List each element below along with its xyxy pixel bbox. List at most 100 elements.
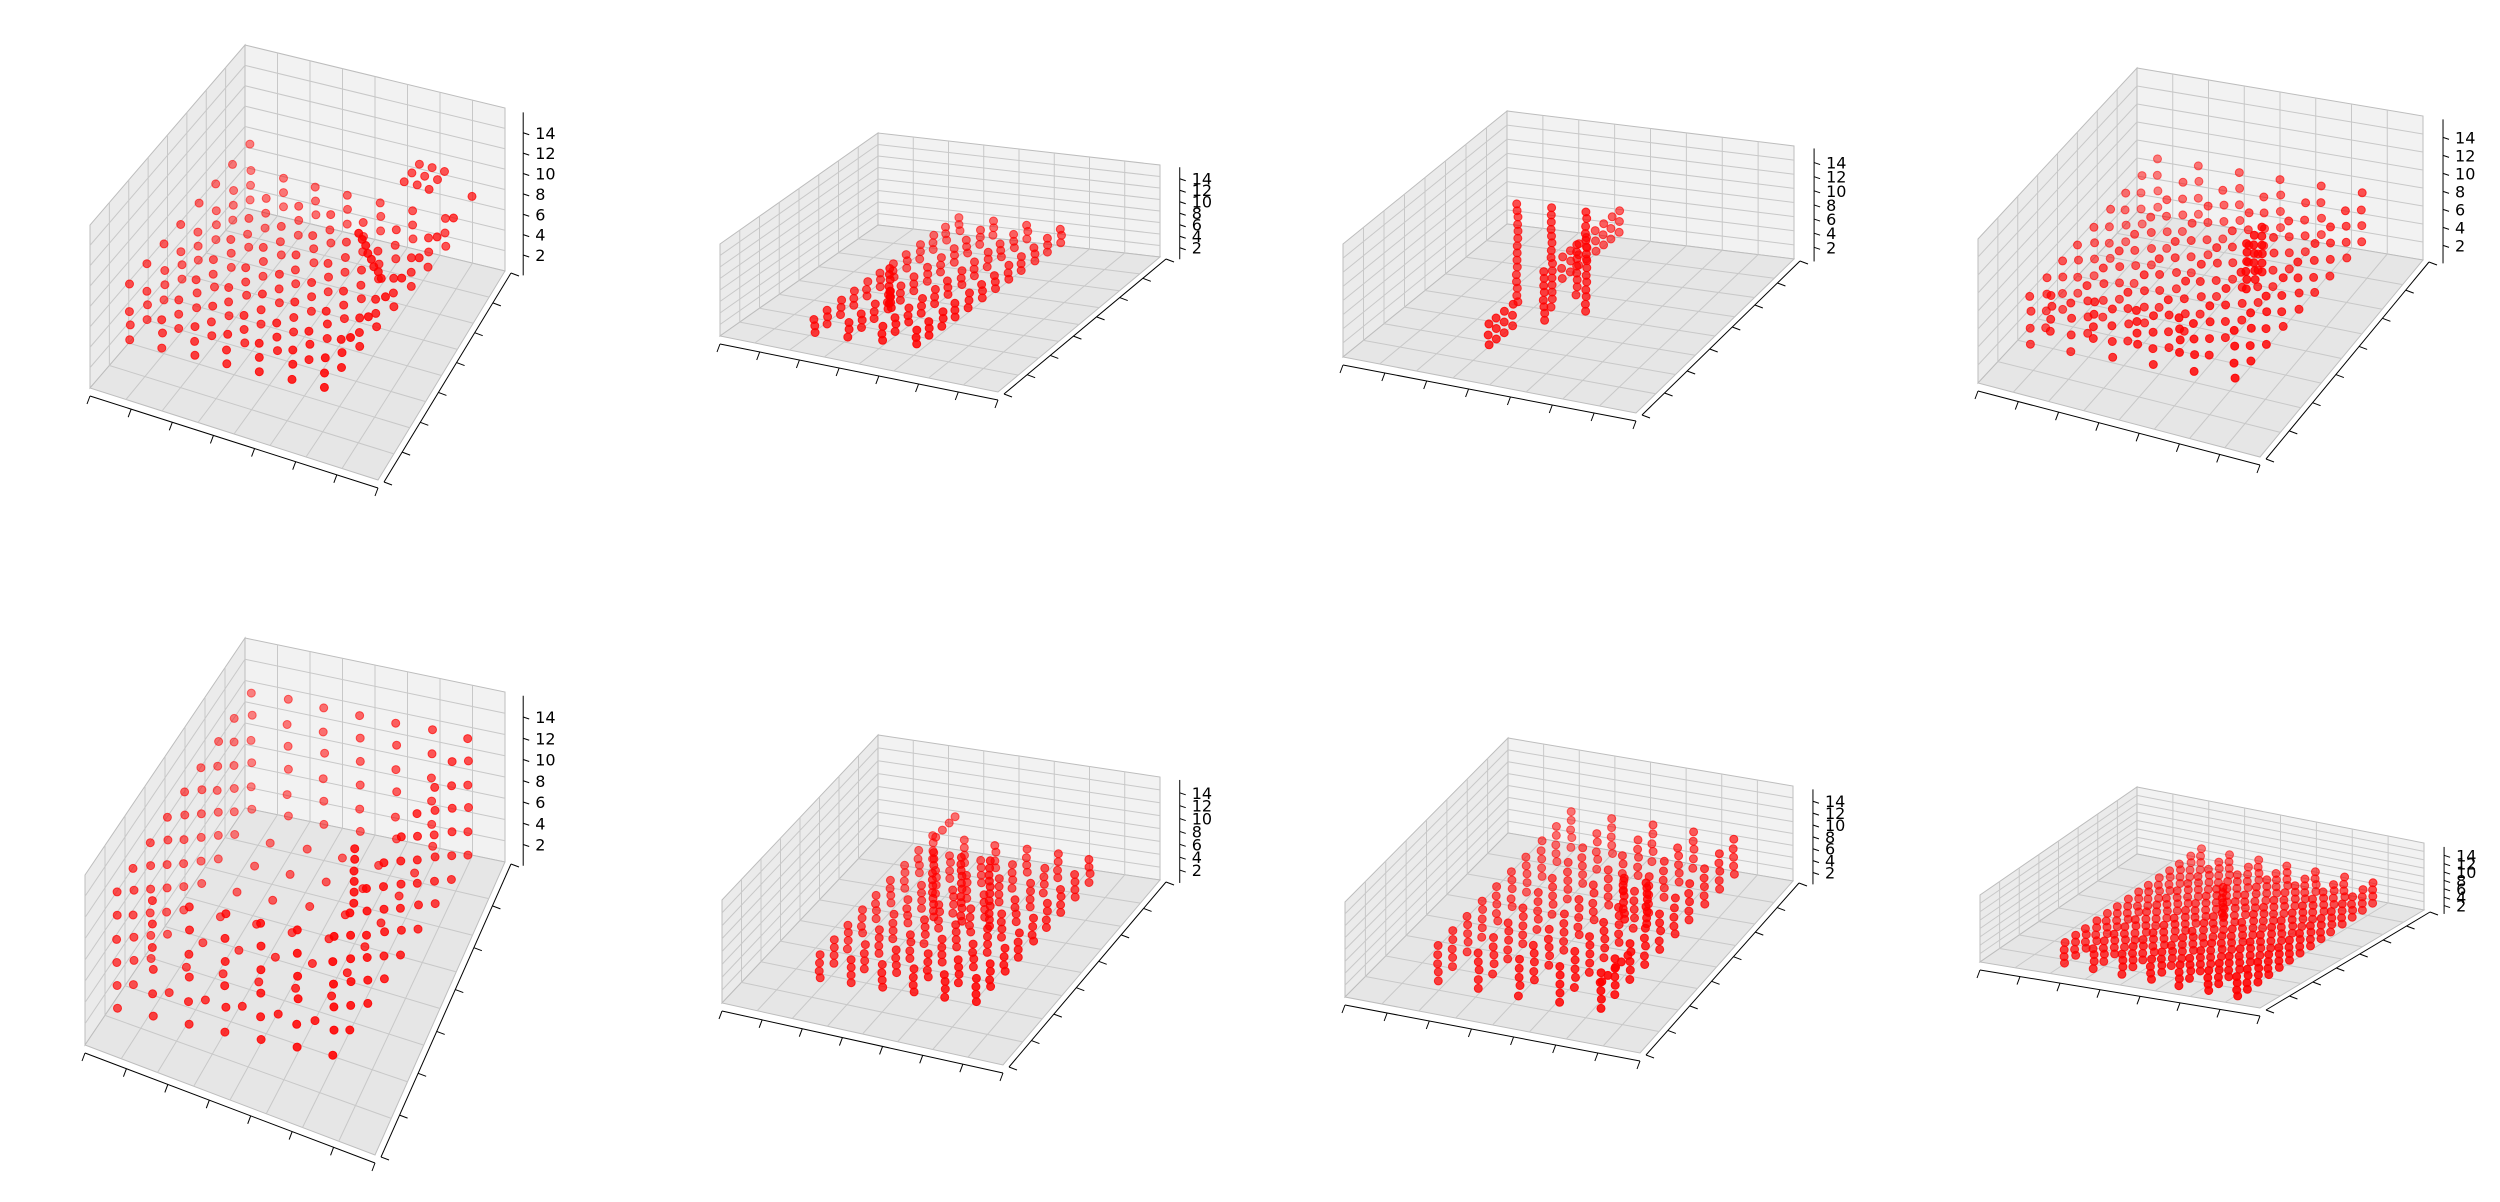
y-tick <box>1732 326 1741 331</box>
data-point <box>354 228 364 238</box>
data-point <box>159 239 169 249</box>
gridline <box>2136 103 2424 153</box>
z-tick-label: 10 <box>1826 182 1846 201</box>
data-point <box>142 315 152 325</box>
data-point <box>2178 177 2188 187</box>
data-point <box>2220 317 2230 326</box>
z-tick-label: 8 <box>1192 204 1202 223</box>
data-point <box>177 260 187 270</box>
data-point <box>247 758 257 768</box>
data-point <box>2284 264 2294 274</box>
data-point <box>354 328 364 337</box>
data-point <box>954 213 964 223</box>
data-point <box>2287 908 2297 918</box>
data-point <box>2284 216 2294 226</box>
data-point <box>2174 313 2184 323</box>
data-point <box>433 175 442 185</box>
data-point <box>191 275 201 285</box>
data-point <box>977 280 987 289</box>
data-point <box>325 225 335 235</box>
data-point <box>2107 304 2117 314</box>
data-point <box>163 835 173 845</box>
data-point <box>229 737 239 747</box>
data-point <box>124 307 134 317</box>
x-tick <box>209 435 214 444</box>
data-point <box>197 879 207 888</box>
data-point <box>2138 948 2148 958</box>
data-point <box>226 262 236 272</box>
data-point <box>246 688 256 698</box>
data-point <box>2159 920 2169 930</box>
data-point <box>2196 946 2206 956</box>
data-point <box>2230 897 2240 907</box>
gridline <box>1977 103 2138 276</box>
data-point <box>2212 243 2222 253</box>
data-point <box>2229 911 2239 920</box>
data-point <box>2298 901 2307 911</box>
z-tick-label: 14 <box>1192 170 1212 189</box>
z-tick <box>2442 226 2450 230</box>
data-point <box>2099 279 2109 289</box>
data-point <box>2089 271 2099 281</box>
y-tick <box>401 451 411 456</box>
data-point <box>2221 300 2231 310</box>
data-point <box>447 827 457 837</box>
x-tick <box>371 1162 376 1172</box>
z-tick-label: 12 <box>535 729 555 748</box>
data-point <box>2195 309 2205 319</box>
data-point <box>2293 273 2303 283</box>
data-point <box>261 208 271 218</box>
data-point <box>260 223 270 233</box>
data-point <box>2309 272 2319 282</box>
data-point <box>2242 247 2252 257</box>
y-tick <box>2382 317 2391 322</box>
gridline <box>1506 124 1795 161</box>
data-point <box>412 855 422 865</box>
data-point <box>2230 373 2240 383</box>
z-tick <box>2442 190 2450 194</box>
x-tick <box>205 1099 210 1109</box>
data-point <box>2155 286 2165 295</box>
data-point <box>912 325 922 335</box>
data-point <box>211 220 221 230</box>
data-point <box>246 782 256 792</box>
gridline <box>962 252 1126 386</box>
y-tick <box>2265 1009 2275 1014</box>
data-point <box>192 303 202 313</box>
y-axis <box>380 863 512 1158</box>
data-point <box>1512 199 1522 209</box>
data-point <box>2162 195 2172 205</box>
data-point <box>2138 935 2148 945</box>
data-point <box>250 861 260 871</box>
gridline <box>1506 181 1795 218</box>
data-point <box>2117 949 2127 959</box>
z-tick <box>523 737 530 741</box>
data-point <box>2059 945 2069 955</box>
z-tick <box>1179 178 1186 182</box>
data-point <box>1508 299 1518 309</box>
data-point <box>2284 248 2294 258</box>
data-point <box>2342 253 2352 263</box>
gridline <box>1997 361 2281 433</box>
data-point <box>211 206 221 216</box>
y-tick <box>1686 370 1696 375</box>
data-point <box>2368 878 2378 888</box>
data-point <box>287 374 297 384</box>
data-point <box>323 287 333 297</box>
x-tick <box>2216 454 2221 463</box>
data-point <box>2188 319 2198 328</box>
data-point <box>311 196 320 206</box>
z-tick <box>1179 235 1186 239</box>
data-point <box>2189 366 2199 376</box>
gridline <box>89 65 246 246</box>
data-point <box>2074 255 2083 265</box>
x-tick <box>2014 401 2019 410</box>
data-point <box>193 241 203 251</box>
data-point <box>1591 246 1601 256</box>
y-tick <box>1026 374 1036 379</box>
data-point <box>289 327 299 337</box>
data-point <box>2170 237 2180 246</box>
data-point <box>2269 232 2278 242</box>
